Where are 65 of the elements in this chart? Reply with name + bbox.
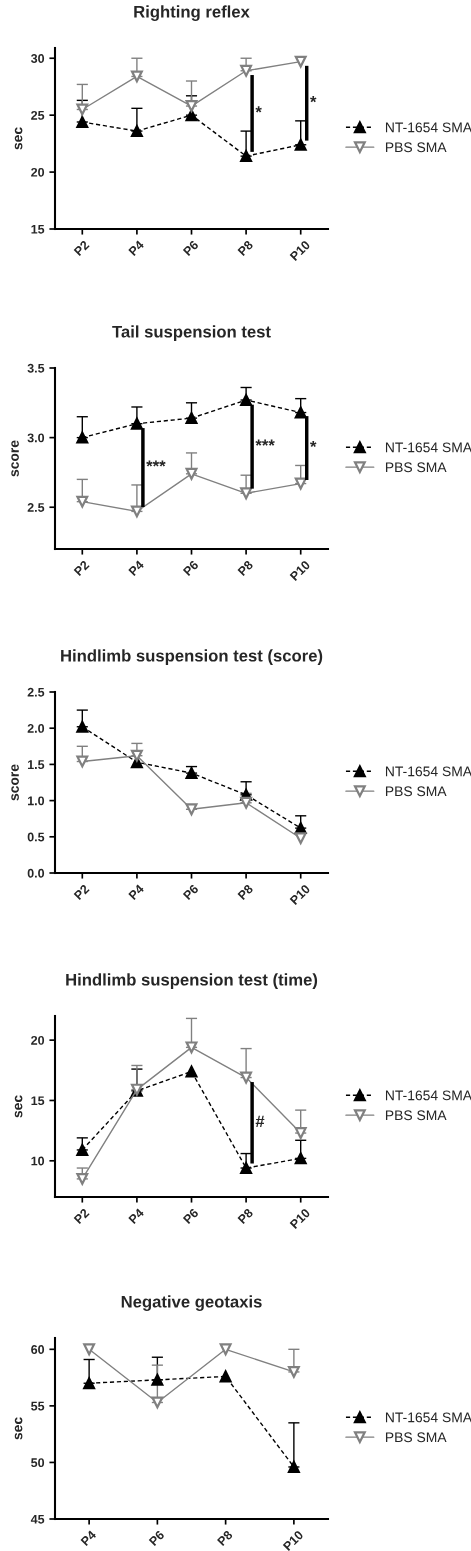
legend-label: PBS SMA bbox=[385, 462, 447, 473]
x-tick-label: P10 bbox=[289, 1208, 311, 1230]
y-tick-label: 0.5 bbox=[27, 832, 45, 842]
annotation: * bbox=[310, 96, 317, 103]
x-tick-label: P4 bbox=[128, 559, 145, 577]
x-tick-label: P8 bbox=[237, 883, 254, 901]
legend-label: PBS SMA bbox=[385, 786, 447, 797]
annotation: *** bbox=[146, 460, 166, 467]
chart-title: Hindlimb suspension test (score) bbox=[61, 649, 323, 665]
x-tick-label: P10 bbox=[282, 1530, 304, 1551]
y-tick-label: 3.5 bbox=[27, 363, 45, 373]
annotation: * bbox=[310, 440, 317, 448]
y-tick-label: 25 bbox=[31, 110, 45, 120]
x-tick-label: P4 bbox=[80, 1529, 97, 1547]
x-tick-label: P8 bbox=[237, 559, 254, 577]
y-tick-label: 1.5 bbox=[28, 760, 45, 770]
y-tick-label: 60 bbox=[31, 1345, 45, 1354]
x-tick-label: P8 bbox=[216, 1529, 234, 1547]
x-tick-label: P8 bbox=[237, 239, 254, 257]
legend-label: PBS SMA bbox=[385, 1432, 447, 1443]
y-tick-label: 2.5 bbox=[27, 687, 45, 697]
y-tick-label: 20 bbox=[31, 167, 45, 177]
y-tick-label: 2.5 bbox=[27, 503, 45, 512]
legend-label: PBS SMA bbox=[385, 1110, 447, 1121]
x-tick-label: P10 bbox=[289, 884, 311, 906]
x-tick-label: P10 bbox=[289, 560, 311, 582]
x-tick-label: P6 bbox=[148, 1529, 165, 1547]
chart-title: Hindlimb suspension test (time) bbox=[66, 973, 318, 989]
x-tick-label: P10 bbox=[289, 240, 311, 262]
y-axis-title: sec bbox=[14, 1095, 23, 1118]
x-tick-label: P6 bbox=[182, 559, 199, 577]
y-tick-label: 45 bbox=[30, 1514, 45, 1524]
y-tick-label: 3.0 bbox=[27, 433, 45, 443]
x-tick-label: P4 bbox=[128, 883, 145, 901]
y-axis-title: sec bbox=[14, 1417, 23, 1440]
x-tick-label: P2 bbox=[73, 240, 90, 257]
x-tick-label: P2 bbox=[73, 884, 90, 901]
y-tick-label: 20 bbox=[31, 1035, 45, 1045]
x-tick-label: P2 bbox=[73, 1208, 90, 1225]
y-axis-title: sec bbox=[14, 127, 23, 150]
x-tick-label: P4 bbox=[128, 1207, 145, 1225]
x-tick-label: P6 bbox=[182, 239, 199, 257]
chart-title: Negative geotaxis bbox=[121, 1295, 262, 1311]
y-tick-label: 15 bbox=[31, 224, 45, 234]
y-axis-title: score bbox=[11, 764, 19, 801]
x-tick-label: P8 bbox=[237, 1207, 254, 1225]
annotation: * bbox=[255, 106, 262, 113]
annotation: *** bbox=[255, 439, 275, 446]
x-tick-label: P4 bbox=[128, 239, 145, 257]
y-tick-label: 1.0 bbox=[28, 796, 45, 806]
y-tick-label: 30 bbox=[30, 54, 45, 63]
y-axis-title: score bbox=[11, 440, 19, 477]
x-tick-label: P2 bbox=[73, 560, 90, 577]
legend-label: PBS SMA bbox=[385, 142, 447, 153]
x-tick-label: P6 bbox=[182, 883, 199, 901]
chart-title: Righting reflex bbox=[134, 5, 250, 21]
y-tick-label: 2.0 bbox=[27, 724, 45, 733]
y-tick-label: 15 bbox=[31, 1096, 45, 1106]
x-tick-label: P6 bbox=[182, 1207, 199, 1225]
y-tick-label: 0.0 bbox=[27, 868, 45, 878]
y-tick-label: 10 bbox=[31, 1156, 45, 1166]
chart-title: Tail suspension test bbox=[112, 325, 271, 341]
y-tick-label: 50 bbox=[31, 1458, 45, 1468]
y-tick-label: 55 bbox=[31, 1401, 45, 1411]
annotation: # bbox=[255, 1115, 265, 1128]
